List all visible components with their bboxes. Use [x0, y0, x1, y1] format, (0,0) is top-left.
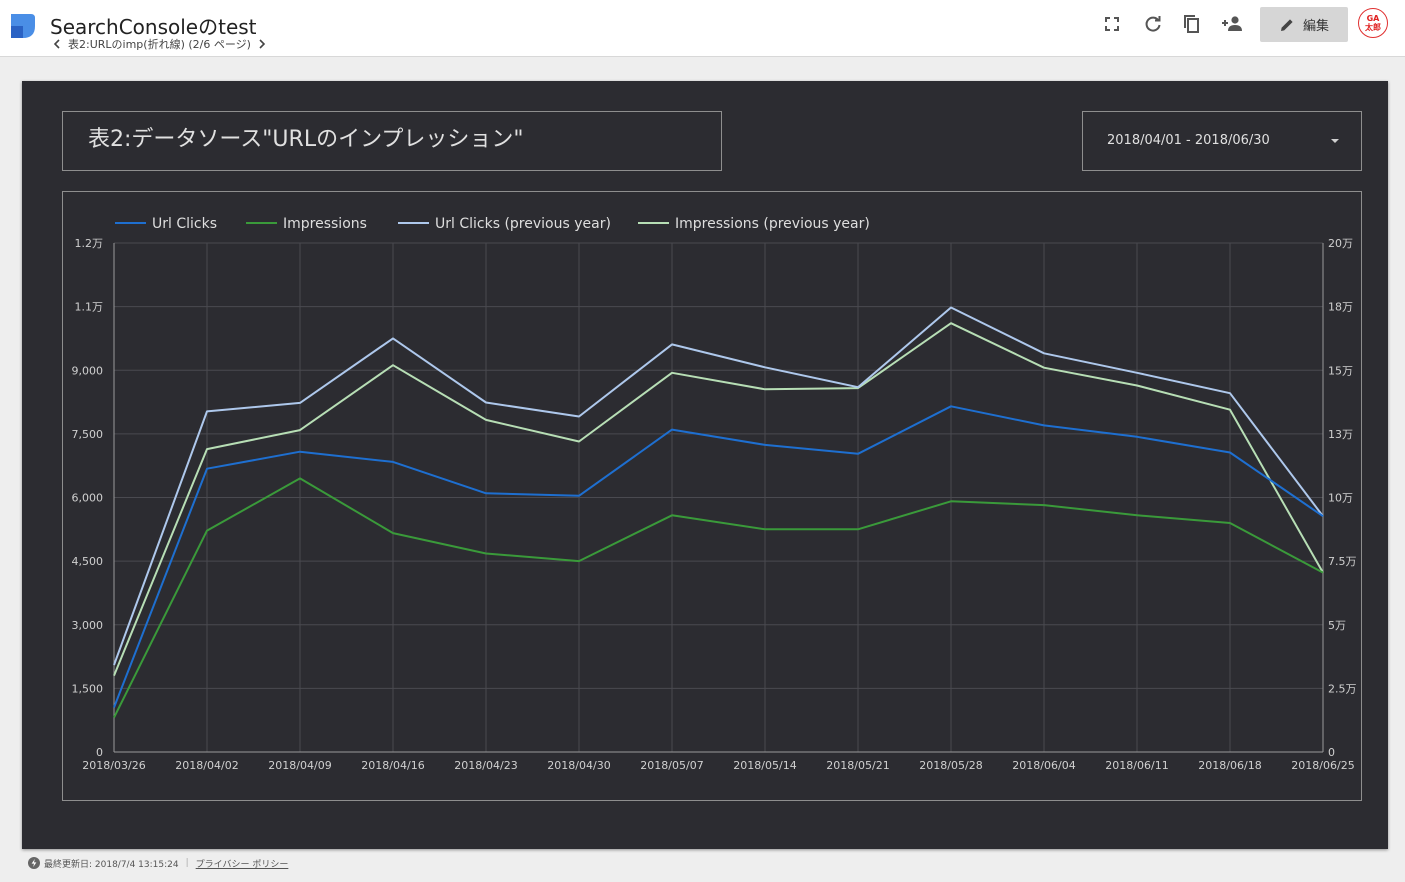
chevron-right-icon[interactable]: [255, 37, 269, 51]
left-axis-tick-label: 4,500: [72, 555, 104, 568]
refresh-icon[interactable]: [1141, 12, 1165, 36]
x-axis-tick-label: 2018/06/11: [1105, 759, 1168, 772]
x-axis-tick-label: 2018/04/02: [175, 759, 238, 772]
share-person-add-icon[interactable]: [1220, 12, 1244, 36]
left-axis-tick-label: 3,000: [72, 619, 104, 632]
series-line-impressions: [113, 477, 1324, 719]
data-studio-logo-icon[interactable]: [9, 12, 35, 38]
last-updated-text: 最終更新日: 2018/7/4 13:15:24: [44, 859, 179, 870]
series-line-impressions-previous-year: [113, 322, 1324, 676]
edit-button-label: 編集: [1302, 19, 1329, 34]
report-heading: 表2:データソース"URLのインプレッション": [88, 127, 524, 152]
right-axis-tick-label: 5万: [1328, 619, 1346, 632]
x-axis-tick-label: 2018/06/25: [1291, 759, 1354, 772]
date-range-value: 2018/04/01 - 2018/06/30: [1107, 133, 1270, 148]
date-range-control[interactable]: 2018/04/01 - 2018/06/30: [1082, 111, 1362, 171]
left-axis-tick-label: 7,500: [72, 428, 104, 441]
x-axis-tick-label: 2018/05/14: [733, 759, 796, 772]
left-axis-tick-label: 1,500: [72, 682, 104, 695]
copy-icon[interactable]: [1180, 12, 1204, 36]
time-series-chart: 0 1,500 3,000 4,500 6,000 7,500 9,000 1.1万 1.2万 0…: [62, 191, 1362, 801]
left-axis-tick-label: 9,000: [72, 364, 104, 377]
left-axis-tick-label: 6,000: [72, 492, 104, 505]
edit-button[interactable]: 編集: [1260, 7, 1348, 42]
report-canvas: 表2:データソース"URLのインプレッション" 2018/04/01 - 201…: [22, 81, 1388, 849]
legend-label: Impressions (previous year): [675, 216, 870, 232]
left-axis-tick-label: 0: [96, 746, 103, 759]
series-line-url-clicks-previous-year: [113, 306, 1324, 666]
right-axis-tick-label: 13万: [1328, 428, 1353, 441]
x-axis-tick-label: 2018/05/21: [826, 759, 889, 772]
x-axis-tick-label: 2018/06/04: [1012, 759, 1075, 772]
right-axis-tick-label: 7.5万: [1328, 555, 1357, 568]
fullscreen-icon[interactable]: [1100, 12, 1124, 36]
report-title: SearchConsoleのtest: [50, 15, 257, 39]
right-axis-tick-label: 20万: [1328, 237, 1353, 250]
report-text-box: 表2:データソース"URLのインプレッション": [62, 111, 722, 171]
avatar-text-line1: GA: [1366, 14, 1380, 23]
legend-label: Url Clicks (previous year): [435, 216, 611, 232]
x-axis-tick-label: 2018/03/26: [82, 759, 145, 772]
legend-label: Impressions: [283, 216, 367, 232]
series-line-url-clicks: [113, 405, 1324, 708]
x-axis-tick-label: 2018/06/18: [1198, 759, 1261, 772]
x-axis-tick-label: 2018/04/30: [547, 759, 610, 772]
footer: 最終更新日: 2018/7/4 13:15:24 | プライバシー ポリシー: [28, 856, 288, 870]
x-axis-tick-label: 2018/04/09: [268, 759, 331, 772]
chevron-left-icon[interactable]: [50, 37, 64, 51]
bolt-icon: [28, 857, 40, 869]
x-axis-tick-label: 2018/05/07: [640, 759, 703, 772]
right-axis-tick-label: 18万: [1328, 301, 1353, 314]
page-navigator: 表2:URLのimp(折れ線) (2/6 ページ): [50, 36, 269, 52]
left-axis-tick-label: 1.1万: [75, 301, 104, 314]
left-axis-tick-label: 1.2万: [75, 237, 104, 250]
avatar-text-line2: 太郎: [1365, 23, 1381, 32]
right-axis-tick-label: 2.5万: [1328, 682, 1357, 695]
app-header: SearchConsoleのtest 表2:URLのimp(折れ線) (2/6 …: [0, 0, 1405, 57]
x-axis-tick-label: 2018/04/16: [361, 759, 424, 772]
page-label[interactable]: 表2:URLのimp(折れ線) (2/6 ページ): [68, 38, 251, 51]
right-axis-tick-label: 15万: [1328, 364, 1353, 377]
privacy-policy-link[interactable]: プライバシー ポリシー: [195, 859, 289, 870]
footer-separator: |: [185, 858, 189, 868]
pencil-icon: [1280, 18, 1293, 31]
right-axis-tick-label: 10万: [1328, 492, 1353, 505]
dropdown-caret-icon: [1331, 139, 1339, 143]
right-axis-tick-label: 0: [1328, 746, 1335, 759]
avatar[interactable]: GA 太郎: [1358, 8, 1388, 38]
legend-label: Url Clicks: [152, 216, 217, 232]
x-axis-tick-label: 2018/05/28: [919, 759, 982, 772]
x-axis-tick-label: 2018/04/23: [454, 759, 517, 772]
